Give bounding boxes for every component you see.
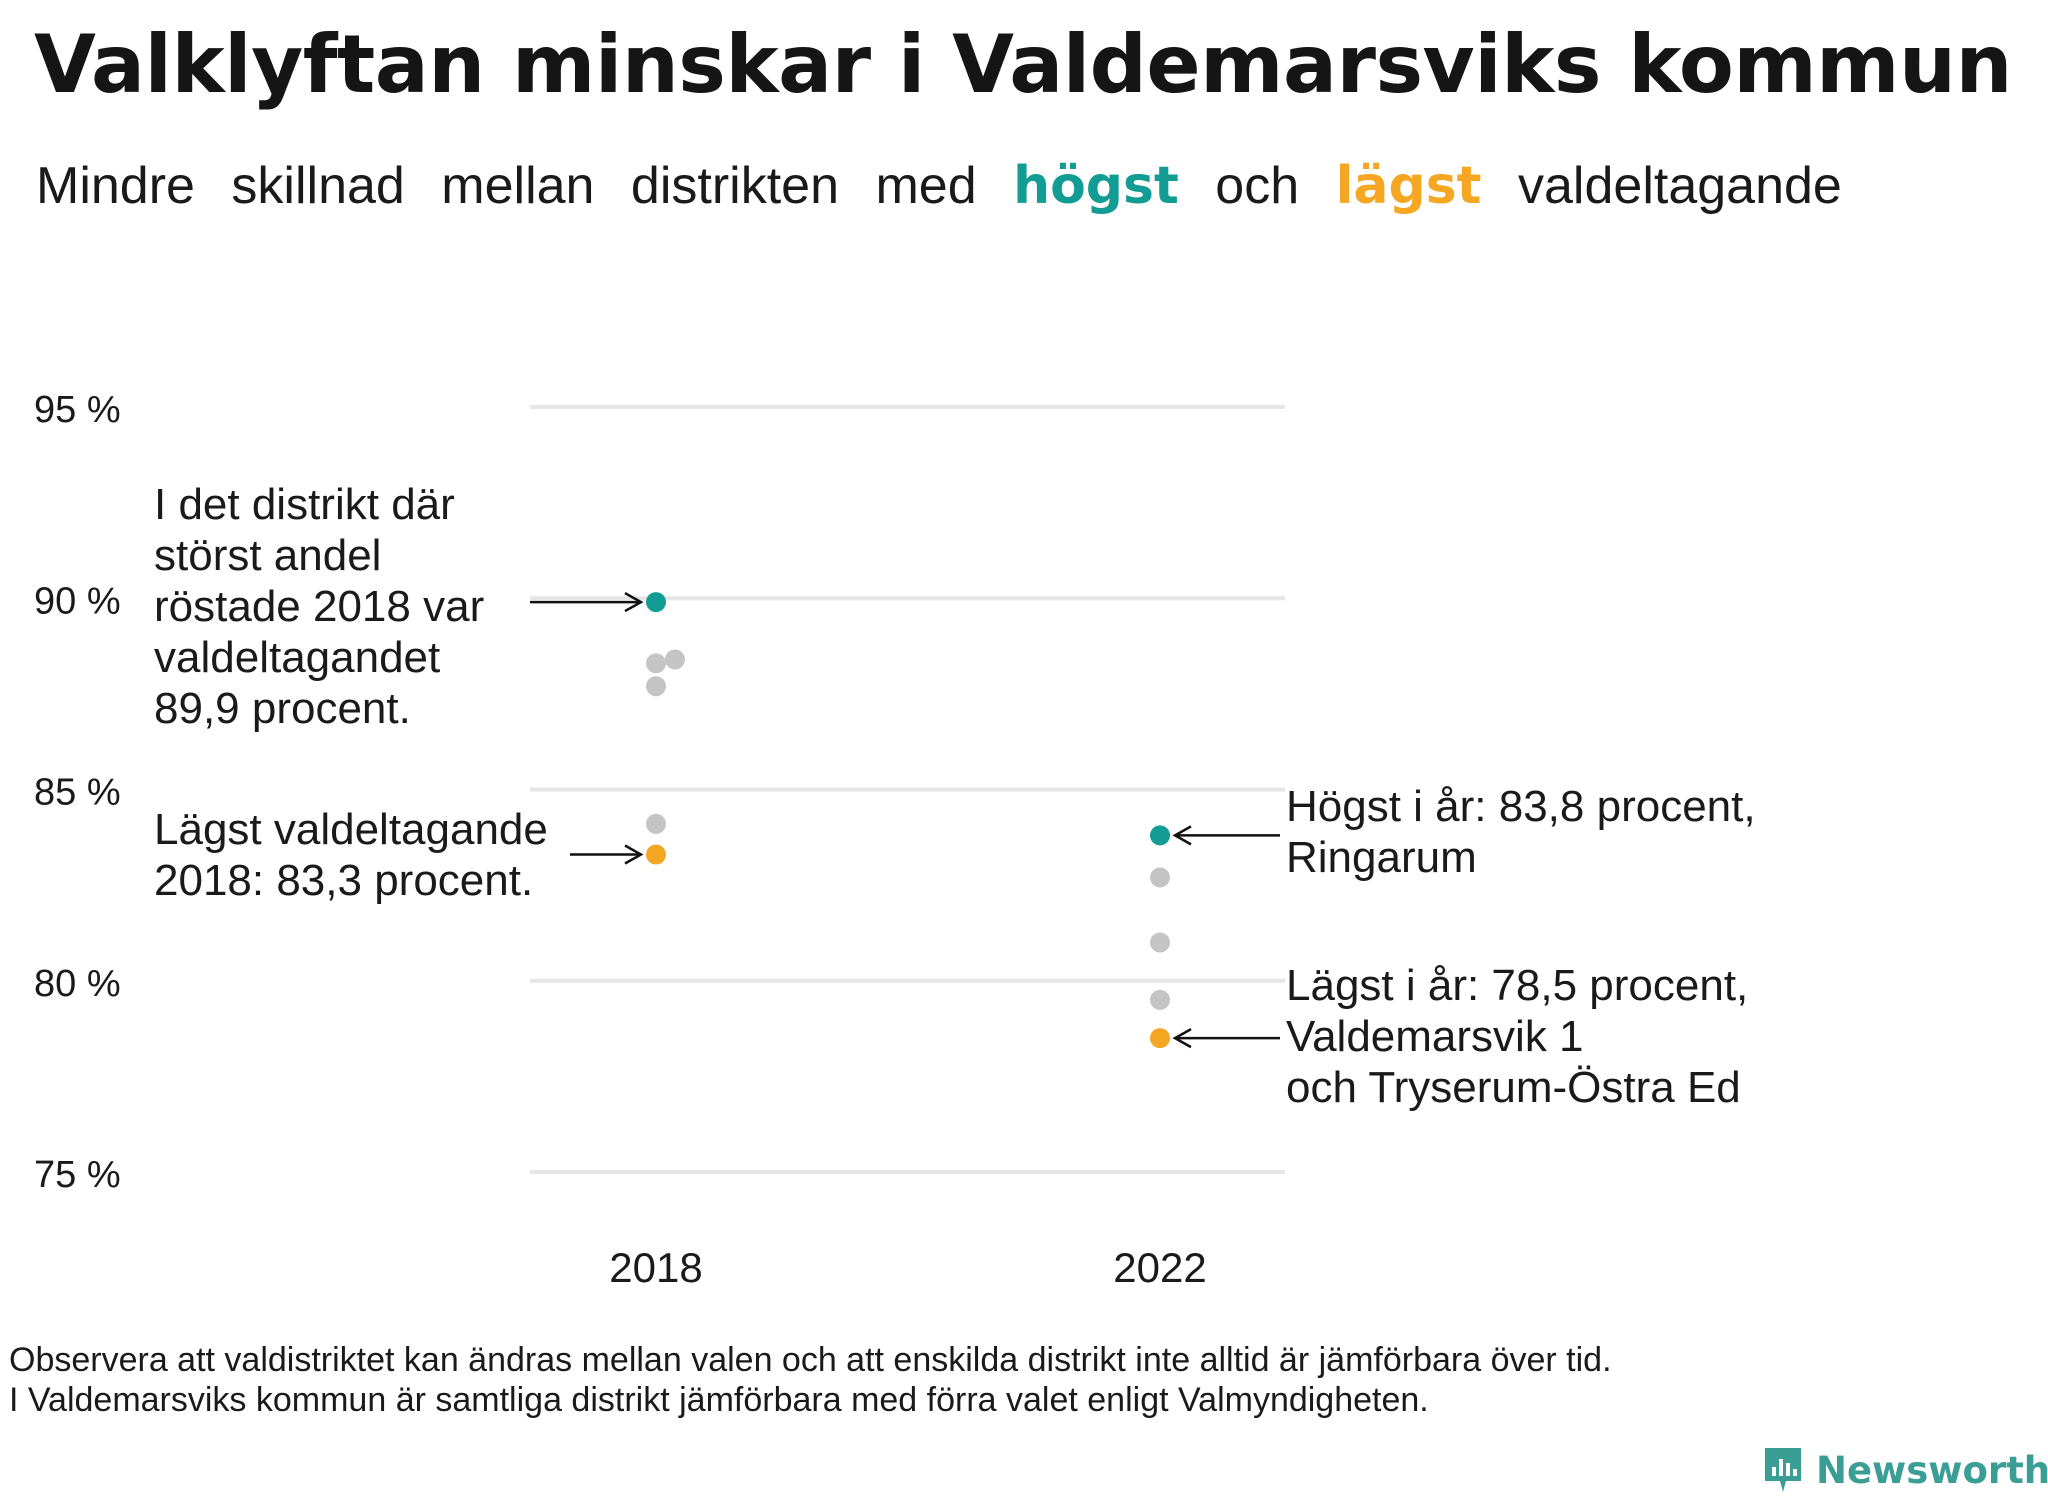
annotation-line: 2018: 83,3 procent.: [154, 856, 533, 905]
annotation-line: störst andel: [154, 531, 381, 580]
data-point-low-2022: [1150, 1028, 1170, 1049]
subtitle-low-word: lägst: [1335, 156, 1482, 216]
data-points: [646, 592, 1170, 1049]
annotations: I det distrikt där störst andel röstade 20…: [154, 480, 1756, 1112]
annotation-arrowhead: [624, 591, 644, 613]
annotation-line: röstade 2018 var: [154, 582, 484, 631]
gridlines: [530, 405, 1285, 1174]
annotation-text: I det distrikt där störst andel röstade 20…: [154, 480, 484, 733]
annotation-line: och Tryserum-Östra Ed: [1286, 1063, 1741, 1112]
annotation-line: Högst i år: 83,8 procent,: [1286, 782, 1756, 831]
data-point-other-2022: [1150, 867, 1170, 888]
subtitle-word: Mindre: [36, 157, 195, 215]
data-point-high-2018: [646, 592, 666, 613]
dot-plot-chart: 95 % 90 % 85 % 80 % 75 % 2018 2022 I det dist…: [34, 389, 1756, 1291]
subtitle-word: distrikten: [630, 157, 839, 215]
x-tick-label: 2018: [609, 1244, 702, 1291]
annotation-text: Lägst valdeltagande 2018: 83,3 procent.: [154, 805, 548, 905]
chart-title: Valklyftan minskar i Valdemarsviks kommu…: [34, 18, 2012, 111]
data-point-high-2022: [1150, 825, 1170, 846]
data-point-other-2022: [1150, 932, 1170, 953]
annotation-arrowhead: [1172, 1028, 1192, 1049]
y-axis-tick-labels: 95 % 90 % 85 % 80 % 75 %: [34, 389, 121, 1196]
footnote: Observera att valdistriktet kan ändras m…: [9, 1340, 1612, 1420]
subtitle-word: och: [1215, 157, 1300, 215]
data-point-other-2018: [646, 813, 666, 834]
subtitle-word: skillnad: [231, 157, 405, 215]
annotation-line: Lägst valdeltagande: [154, 805, 548, 854]
annotation-high-2018: I det distrikt där störst andel röstade 20…: [154, 480, 644, 733]
subtitle-word: med: [875, 157, 977, 215]
annotation-low-2018: Lägst valdeltagande 2018: 83,3 procent.: [154, 805, 644, 905]
brand-name: Newsworthy: [1816, 1448, 2048, 1492]
x-tick-label: 2022: [1113, 1244, 1206, 1291]
footnote-line-1: Observera att valdistriktet kan ändras m…: [9, 1341, 1612, 1379]
y-tick-label: 95 %: [34, 389, 121, 431]
data-point-low-2018: [646, 844, 666, 865]
subtitle-word: mellan: [441, 157, 595, 215]
annotation-line: valdeltagandet: [154, 633, 440, 682]
y-tick-label: 85 %: [34, 772, 121, 814]
data-point-other-2022: [1150, 989, 1170, 1010]
y-tick-label: 75 %: [34, 1154, 121, 1196]
data-point-other-2018: [646, 653, 666, 674]
annotation-line: Ringarum: [1286, 833, 1477, 882]
annotation-line: I det distrikt där: [154, 480, 455, 529]
annotation-text: Högst i år: 83,8 procent, Ringarum: [1286, 782, 1756, 882]
x-axis-tick-labels: 2018 2022: [609, 1244, 1206, 1291]
footnote-line-2: I Valdemarsviks kommun är samtliga distr…: [9, 1381, 1429, 1419]
subtitle-high-word: högst: [1013, 156, 1179, 216]
subtitle-word: valdeltagande: [1518, 157, 1842, 215]
annotation-line: Valdemarsvik 1: [1286, 1012, 1584, 1061]
annotation-high-2022: Högst i år: 83,8 procent, Ringarum: [1172, 782, 1756, 882]
newsworthy-chart-icon: [1765, 1448, 1801, 1492]
y-tick-label: 90 %: [34, 580, 121, 622]
annotation-line: Lägst i år: 78,5 procent,: [1286, 961, 1748, 1010]
data-point-other-2018: [665, 649, 685, 670]
chart-subtitle: Mindre skillnad mellan distrikten med hö…: [36, 156, 1842, 216]
data-point-other-2018: [646, 676, 666, 697]
annotation-line: 89,9 procent.: [154, 684, 411, 733]
annotation-arrowhead: [624, 844, 644, 865]
brand-logo: Newsworthy: [1762, 1445, 2048, 1495]
y-tick-label: 80 %: [34, 963, 121, 1005]
annotation-arrowhead: [1172, 825, 1192, 846]
